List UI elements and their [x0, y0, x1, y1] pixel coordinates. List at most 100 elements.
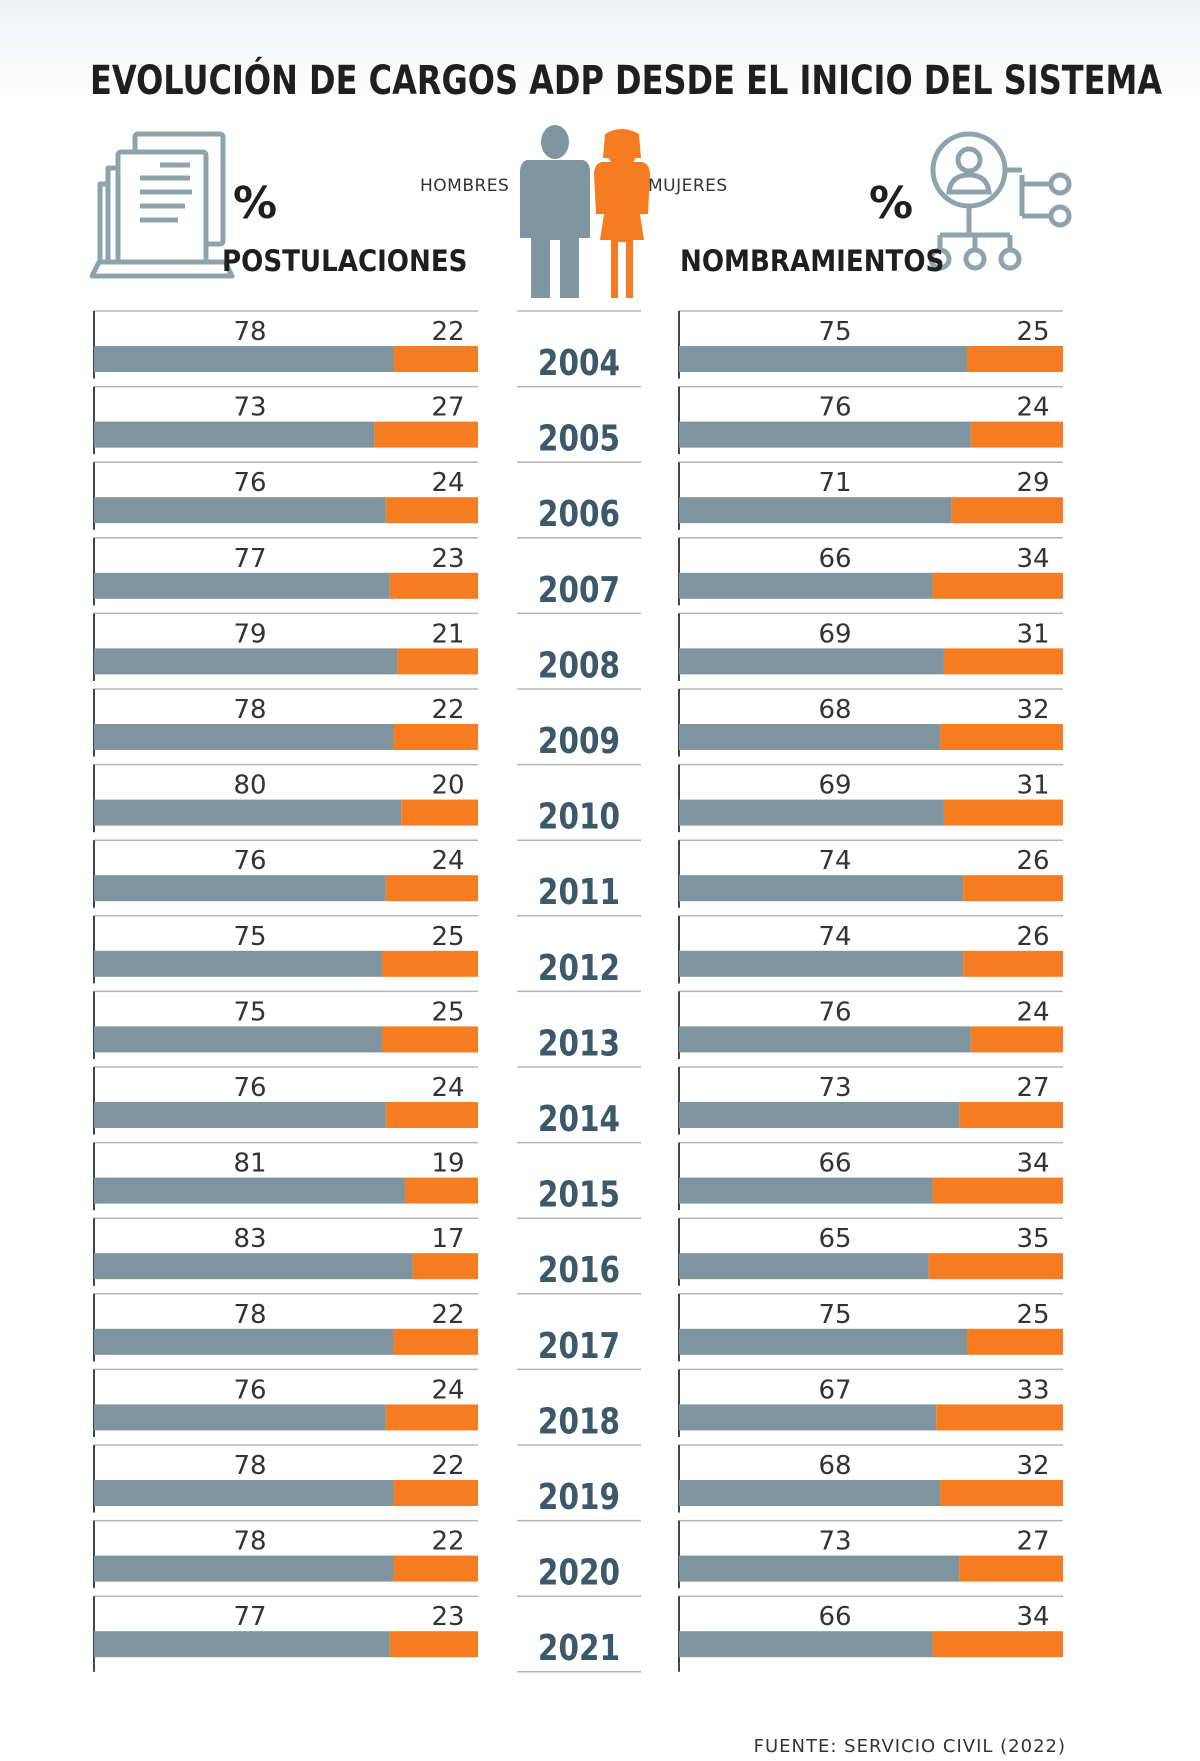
postulaciones-label-women-2019: 22: [431, 1451, 464, 1481]
postulaciones-bar-men-2020: [94, 1555, 394, 1582]
postulaciones-label-men-2019: 78: [233, 1451, 266, 1481]
postulaciones-bar-men-2010: [94, 799, 402, 826]
postulaciones-bar-men-2008: [94, 648, 398, 675]
nombramientos-label-men-2014: 73: [818, 1073, 851, 1103]
postulaciones-label-women-2007: 23: [431, 544, 464, 574]
postulaciones-bar-women-2008: [397, 648, 478, 675]
postulaciones-label-women-2017: 22: [431, 1300, 464, 1330]
nombramientos-bar-women-2008: [943, 648, 1063, 675]
year-label-2018: 2018: [538, 1399, 620, 1442]
postulaciones-label-women-2013: 25: [431, 997, 464, 1027]
nombramientos-label-women-2017: 25: [1016, 1300, 1049, 1330]
postulaciones-label-women-2005: 27: [431, 393, 464, 423]
postulaciones-bar-men-2018: [94, 1404, 386, 1431]
postulaciones-label-women-2004: 22: [431, 317, 464, 347]
year-label-2020: 2020: [538, 1551, 620, 1594]
postulaciones-bar-men-2015: [94, 1177, 406, 1204]
year-label-2014: 2014: [538, 1097, 620, 1140]
postulaciones-label-men-2005: 73: [233, 393, 266, 423]
nombramientos-bar-women-2021: [932, 1631, 1063, 1658]
postulaciones-bar-women-2020: [393, 1555, 478, 1582]
postulaciones-bar-men-2011: [94, 875, 386, 902]
postulaciones-bar-women-2019: [393, 1480, 478, 1506]
postulaciones-label-women-2020: 22: [431, 1527, 464, 1557]
nombramientos-bar-men-2016: [679, 1253, 929, 1280]
postulaciones-bar-women-2005: [374, 421, 478, 448]
year-label-2016: 2016: [538, 1248, 620, 1291]
chart-title: EVOLUCIÓN DE CARGOS ADP DESDE EL INICIO …: [90, 58, 1163, 104]
postulaciones-label-men-2006: 76: [233, 468, 266, 498]
postulaciones-label-women-2008: 21: [431, 619, 464, 649]
nombramientos-bar-men-2009: [679, 724, 941, 750]
postulaciones-bar-men-2005: [94, 421, 375, 448]
postulaciones-bar-men-2016: [94, 1253, 413, 1280]
nombramientos-bar-women-2011: [963, 875, 1063, 902]
nombramientos-bar-women-2005: [970, 421, 1063, 448]
nombramientos-bar-women-2010: [943, 799, 1063, 826]
postulaciones-label-women-2006: 24: [431, 468, 464, 498]
postulaciones-label-women-2015: 19: [431, 1149, 464, 1179]
postulaciones-label-men-2012: 75: [233, 922, 266, 952]
nombramientos-bar-women-2007: [932, 572, 1063, 599]
nombramientos-header: NOMBRAMIENTOS: [680, 244, 945, 278]
nombramientos-bar-men-2015: [679, 1177, 933, 1204]
nombramientos-label-women-2020: 27: [1016, 1527, 1049, 1557]
nombramientos-label-women-2009: 32: [1016, 695, 1049, 725]
postulaciones-label-men-2011: 76: [233, 846, 266, 876]
postulaciones-label-men-2014: 76: [233, 1073, 266, 1103]
postulaciones-bar-women-2018: [385, 1404, 478, 1431]
nombramientos-label-men-2009: 68: [818, 695, 851, 725]
nombramientos-bar-men-2020: [679, 1555, 960, 1582]
year-label-2021: 2021: [538, 1626, 620, 1669]
postulaciones-label-men-2009: 78: [233, 695, 266, 725]
postulaciones-header: POSTULACIONES: [222, 244, 468, 278]
nombramientos-label-women-2005: 24: [1016, 393, 1049, 423]
nombramientos-label-men-2020: 73: [818, 1527, 851, 1557]
header-background: [0, 0, 1200, 100]
nombramientos-bar-women-2017: [967, 1328, 1063, 1355]
postulaciones-bar-women-2011: [385, 875, 478, 902]
nombramientos-label-women-2011: 26: [1016, 846, 1049, 876]
nombramientos-bar-men-2019: [679, 1480, 941, 1506]
nombramientos-bar-men-2021: [679, 1631, 933, 1658]
nombramientos-bar-women-2004: [967, 346, 1063, 372]
nombramientos-label-men-2005: 76: [818, 393, 851, 423]
postulaciones-bar-women-2016: [412, 1253, 478, 1280]
nombramientos-label-men-2015: 66: [818, 1149, 851, 1179]
nombramientos-label-women-2007: 34: [1016, 544, 1049, 574]
nombramientos-bar-men-2017: [679, 1328, 967, 1355]
nombramientos-label-men-2016: 65: [818, 1224, 851, 1254]
year-label-2005: 2005: [538, 417, 620, 460]
postulaciones-label-women-2014: 24: [431, 1073, 464, 1103]
postulaciones-label-men-2015: 81: [233, 1149, 266, 1179]
nombramientos-bar-women-2014: [959, 1102, 1063, 1128]
year-label-2017: 2017: [538, 1324, 620, 1367]
postulaciones-bar-men-2014: [94, 1102, 386, 1128]
nombramientos-label-women-2013: 24: [1016, 997, 1049, 1027]
postulaciones-label-women-2009: 22: [431, 695, 464, 725]
year-label-2009: 2009: [538, 719, 620, 762]
nombramientos-bar-men-2011: [679, 875, 964, 902]
year-label-2011: 2011: [538, 870, 620, 913]
nombramientos-label-men-2010: 69: [818, 771, 851, 801]
postulaciones-bar-women-2006: [385, 497, 478, 524]
nombramientos-label-men-2021: 66: [818, 1602, 851, 1632]
nombramientos-bar-men-2018: [679, 1404, 937, 1431]
year-label-2008: 2008: [538, 643, 620, 686]
postulaciones-bar-men-2021: [94, 1631, 390, 1658]
year-label-2015: 2015: [538, 1173, 620, 1216]
postulaciones-bar-women-2017: [393, 1328, 478, 1355]
postulaciones-label-women-2016: 17: [431, 1224, 464, 1254]
left-percent-sign: %: [233, 178, 278, 229]
postulaciones-bar-women-2010: [401, 799, 478, 826]
nombramientos-label-women-2019: 32: [1016, 1451, 1049, 1481]
nombramientos-bar-women-2006: [951, 497, 1063, 524]
postulaciones-bar-women-2014: [385, 1102, 478, 1128]
year-label-2006: 2006: [538, 492, 620, 535]
postulaciones-bar-men-2007: [94, 572, 390, 599]
postulaciones-bar-men-2017: [94, 1328, 394, 1355]
nombramientos-label-men-2007: 66: [818, 544, 851, 574]
postulaciones-bar-men-2013: [94, 1026, 382, 1053]
postulaciones-label-men-2017: 78: [233, 1300, 266, 1330]
nombramientos-label-men-2018: 67: [818, 1375, 851, 1405]
